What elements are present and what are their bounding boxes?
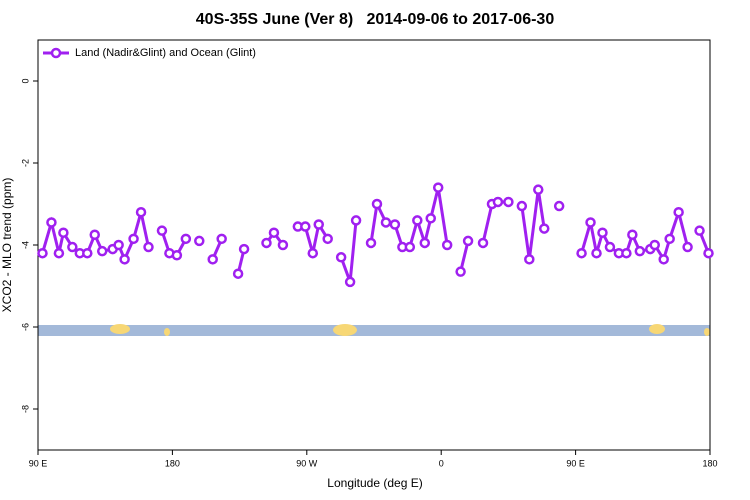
data-point <box>664 233 675 245</box>
land <box>649 324 665 334</box>
data-line <box>339 220 358 283</box>
data-point <box>96 245 108 257</box>
y-axis-label: XCO2 - MLO trend (ppm) <box>0 178 14 313</box>
data-point <box>371 198 383 210</box>
y-tick-label: -4 <box>20 241 30 249</box>
data-point <box>621 247 632 259</box>
data-line <box>459 240 470 273</box>
data-point <box>238 243 250 255</box>
x-tick-label: 180 <box>702 458 717 468</box>
data-point <box>673 206 684 218</box>
data-point <box>694 225 705 236</box>
data-point <box>703 247 714 259</box>
data-point <box>576 247 587 259</box>
data-line <box>520 189 546 260</box>
data-point <box>53 247 65 259</box>
data-point <box>634 245 646 257</box>
land <box>164 328 170 336</box>
x-tick-label: 180 <box>165 458 180 468</box>
data-point <box>492 196 504 208</box>
x-tick-label: 90 E <box>566 458 585 468</box>
data-point <box>232 268 244 279</box>
land <box>704 328 710 336</box>
data-point <box>627 229 638 240</box>
data-point <box>441 239 453 251</box>
data-point <box>268 227 280 238</box>
data-point <box>350 215 362 226</box>
data-point <box>380 217 392 228</box>
x-tick-label: 0 <box>439 458 444 468</box>
data-point <box>207 254 218 265</box>
data-point <box>591 247 602 259</box>
data-point <box>604 241 616 253</box>
data-point <box>307 247 319 259</box>
data-point <box>516 200 528 212</box>
data-point <box>58 227 69 238</box>
data-point <box>261 237 272 249</box>
x-tick-label: 90 E <box>29 458 48 468</box>
y-tick-label: -2 <box>20 159 30 167</box>
data-point <box>67 241 78 253</box>
data-point <box>322 233 333 245</box>
data-point <box>649 239 660 251</box>
data-point <box>455 266 466 277</box>
chart-title: 40S-35S June (Ver 8) 2014-09-06 to 2017-… <box>196 11 555 28</box>
data-point <box>585 217 596 228</box>
data-point <box>412 215 423 226</box>
x-axis-label: Longitude (deg E) <box>327 476 422 490</box>
data-point <box>365 237 377 249</box>
data-point <box>135 206 147 218</box>
data-point <box>89 229 100 240</box>
y-tick-label: 0 <box>20 78 30 83</box>
data-point <box>82 247 93 259</box>
land <box>110 324 130 334</box>
data-point <box>344 276 356 288</box>
data-point <box>300 221 311 232</box>
data-point <box>143 241 154 253</box>
data-point <box>432 182 444 193</box>
data-point <box>216 233 227 245</box>
data-point <box>119 254 130 265</box>
data-point <box>503 196 514 208</box>
data-point <box>335 252 347 263</box>
data-point <box>194 235 205 247</box>
data-point <box>538 223 550 234</box>
data-point <box>171 250 183 261</box>
data-point <box>37 247 48 259</box>
data-point <box>533 184 544 195</box>
data-point <box>524 254 535 265</box>
data-point <box>462 235 474 247</box>
legend-marker <box>50 47 62 59</box>
data-point <box>682 241 693 253</box>
y-tick-label: -8 <box>20 405 30 413</box>
data-point <box>313 219 324 230</box>
data-point <box>477 237 489 249</box>
x-tick-label: 90 W <box>296 458 318 468</box>
data-point <box>389 219 401 230</box>
data-point <box>46 217 57 228</box>
data-line <box>481 200 509 244</box>
land-strip <box>38 324 710 336</box>
data-point <box>404 241 416 253</box>
legend-label: Land (Nadir&Glint) and Ocean (Glint) <box>75 47 256 59</box>
data-point <box>419 237 431 249</box>
ocean-band <box>38 325 710 336</box>
data-point <box>113 239 124 251</box>
data-point <box>553 200 565 212</box>
data-point <box>128 233 139 245</box>
data-point <box>658 254 669 265</box>
data-point <box>277 239 289 251</box>
land <box>333 324 357 336</box>
data-point <box>180 233 192 245</box>
data-point <box>597 227 608 238</box>
data-point <box>425 213 436 224</box>
y-tick-label: -6 <box>20 323 30 331</box>
data-point <box>156 225 168 236</box>
